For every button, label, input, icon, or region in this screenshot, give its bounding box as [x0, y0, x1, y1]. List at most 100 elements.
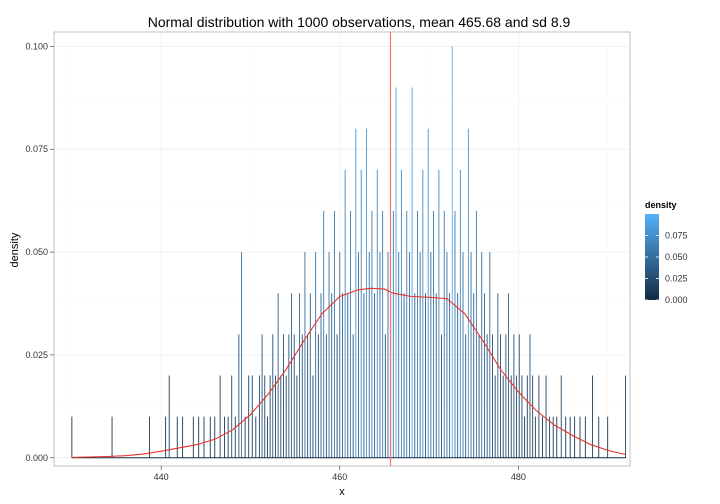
- y-tick-label: 0.050: [25, 247, 48, 257]
- histogram-bar: [406, 210, 408, 458]
- histogram-bar: [307, 334, 309, 458]
- histogram-bar: [524, 416, 526, 458]
- histogram-bar: [545, 375, 547, 458]
- histogram-bar: [261, 334, 263, 458]
- histogram-bar: [454, 210, 456, 458]
- y-tick-label: 0.025: [25, 350, 48, 360]
- histogram-bar: [339, 252, 341, 458]
- histogram-bar: [323, 210, 325, 458]
- histogram-bar: [376, 169, 378, 458]
- legend-label: 0.075: [665, 231, 688, 241]
- histogram-bar: [387, 252, 389, 458]
- histogram-bar: [598, 416, 600, 458]
- histogram-bar: [368, 252, 370, 458]
- histogram-bar: [277, 293, 279, 458]
- histogram-bar: [266, 416, 268, 458]
- histogram-bar: [534, 416, 536, 458]
- histogram-bar: [209, 416, 211, 458]
- histogram-bar: [288, 334, 290, 458]
- histogram-bar: [71, 416, 73, 458]
- histogram-bar: [516, 375, 518, 458]
- legend-title: density: [645, 200, 677, 210]
- histogram-bar: [285, 375, 287, 458]
- histogram-bar: [352, 334, 354, 458]
- legend-label: 0.050: [665, 252, 688, 262]
- histogram-bar: [379, 252, 381, 458]
- histogram-bar: [446, 252, 448, 458]
- histogram-bar: [459, 169, 461, 458]
- histogram-bar: [192, 416, 194, 458]
- histogram-bar: [272, 334, 274, 458]
- histogram-bar: [502, 375, 504, 458]
- histogram-bar: [565, 416, 567, 458]
- y-axis: 0.000 0.025 0.050 0.075 0.100: [25, 41, 54, 463]
- histogram-bar: [395, 87, 397, 458]
- bars-layer: [71, 46, 626, 459]
- histogram-bar: [427, 128, 429, 458]
- histogram-bar: [219, 375, 221, 458]
- chart-title: Normal distribution with 1000 observatio…: [148, 14, 571, 30]
- histogram-bar: [350, 210, 351, 458]
- histogram-bar: [435, 293, 437, 458]
- histogram-bar: [513, 334, 515, 458]
- histogram-bar: [317, 334, 319, 458]
- density-curve: [71, 287, 626, 458]
- histogram-bar: [526, 375, 528, 458]
- histogram-bar: [400, 169, 402, 458]
- y-axis-title: density: [9, 232, 21, 267]
- histogram-bar: [529, 334, 531, 458]
- y-tick-label: 0.000: [25, 453, 48, 463]
- histogram-bar: [309, 293, 311, 458]
- histogram-bar: [344, 169, 346, 458]
- histogram-bar: [358, 252, 359, 458]
- histogram-bar: [510, 375, 512, 458]
- histogram-bar: [374, 293, 376, 458]
- histogram-bar: [214, 416, 216, 458]
- histogram-bar: [478, 334, 480, 458]
- histogram-bar: [607, 416, 609, 458]
- histogram-bar: [579, 416, 581, 458]
- histogram-bar: [549, 416, 551, 458]
- histogram-bar: [552, 416, 554, 458]
- histogram-bar: [224, 416, 226, 458]
- histogram-bar: [165, 416, 167, 458]
- histogram-bar: [293, 334, 295, 458]
- histogram-bar: [422, 169, 424, 458]
- histogram-bar: [462, 252, 464, 458]
- histogram-bar: [441, 334, 443, 458]
- histogram-bar: [363, 293, 365, 458]
- histogram-bar: [467, 128, 469, 458]
- histogram-bar: [486, 334, 488, 458]
- histogram-bar: [481, 252, 483, 458]
- histogram-bar: [500, 334, 501, 458]
- histogram-bar: [275, 375, 276, 458]
- histogram-bar: [443, 210, 445, 458]
- histogram-bar: [398, 252, 400, 458]
- histogram-bar: [299, 293, 301, 458]
- histogram-bar: [625, 375, 626, 458]
- histogram-bar: [433, 210, 434, 458]
- histogram-bar: [269, 375, 271, 458]
- histogram-bar: [336, 334, 338, 458]
- y-tick-label: 0.100: [25, 41, 48, 51]
- histogram-bar: [403, 293, 405, 458]
- x-tick-label: 460: [332, 472, 347, 482]
- histogram-bar: [296, 375, 298, 458]
- histogram-bar: [258, 375, 260, 458]
- histogram-bar: [342, 293, 343, 458]
- histogram-bar: [430, 252, 432, 458]
- histogram-bar: [227, 416, 229, 458]
- histogram-bar: [251, 375, 253, 458]
- histogram-bar: [532, 375, 534, 458]
- histogram-bar: [483, 293, 485, 458]
- histogram-bar: [473, 293, 475, 458]
- histogram-bar: [492, 334, 493, 458]
- histogram-bar: [465, 334, 467, 458]
- histogram-bar: [244, 416, 246, 458]
- histogram-bar: [304, 252, 306, 458]
- histogram-bar: [425, 293, 426, 458]
- histogram-bar: [331, 293, 333, 458]
- histogram-bar: [264, 375, 266, 458]
- histogram-bar: [231, 375, 233, 458]
- histogram-bar: [382, 210, 384, 458]
